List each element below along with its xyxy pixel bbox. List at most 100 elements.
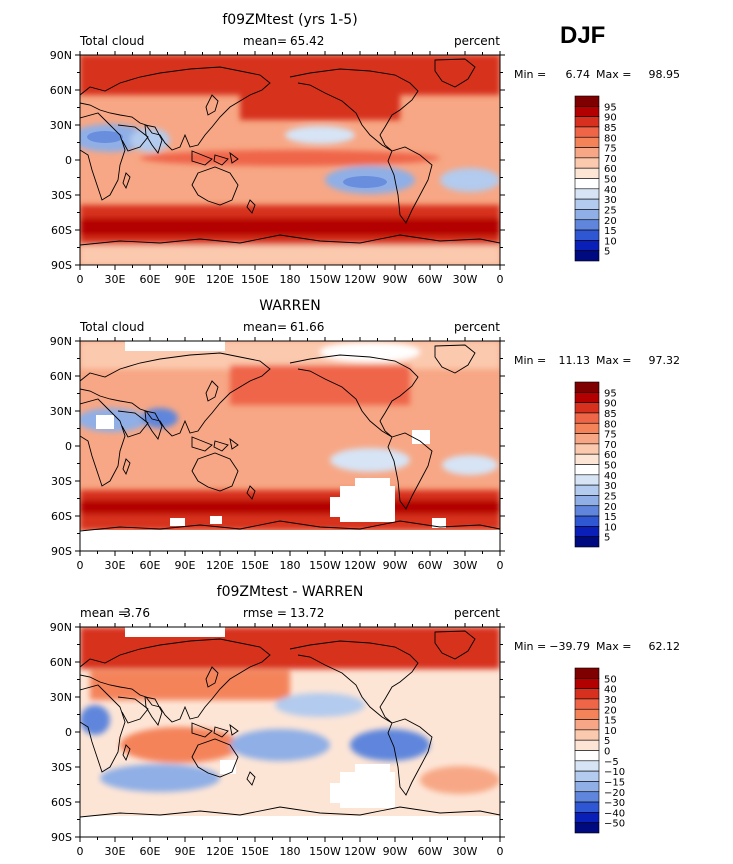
colorbar-label: 50	[604, 674, 617, 685]
sahara-negative	[80, 705, 110, 735]
map-field	[80, 55, 500, 265]
min-value: −39.79	[549, 640, 590, 653]
colorbar-box	[574, 719, 600, 731]
x-tick-label: 120E	[206, 845, 234, 858]
panel-observations: WARREN Total cloud mean= 61.66 percent	[50, 298, 680, 572]
colorbar-box	[574, 95, 600, 107]
colorbar-label: 10	[604, 522, 617, 533]
missing-cell	[355, 764, 390, 774]
y-tick-label: 30S	[51, 475, 72, 488]
x-tick-label: 120W	[344, 559, 376, 572]
x-tick-label: 30E	[105, 845, 126, 858]
y-tick-label: 90S	[51, 259, 72, 272]
colorbar-box	[574, 505, 600, 517]
x-tick-label: 60W	[418, 845, 443, 858]
x-tick-label: 90E	[175, 559, 196, 572]
colorbar-label: 90	[604, 399, 617, 410]
colorbar-box	[574, 106, 600, 117]
missing-cell	[220, 760, 236, 774]
colorbar-box	[574, 526, 600, 537]
colorbar-box	[574, 422, 600, 434]
mean-value: 61.66	[290, 320, 324, 334]
n-pacific-clear	[285, 126, 355, 144]
colorbar-box	[574, 760, 600, 772]
colorbar-label: 30	[604, 195, 617, 206]
colorbar-box	[574, 495, 600, 507]
x-tick-label: 150W	[309, 559, 341, 572]
s-atlantic-clear	[440, 168, 500, 192]
s-indian-negative	[100, 764, 220, 792]
colorbar-box	[574, 464, 600, 476]
colorbar-box	[574, 536, 600, 548]
panel-model: f09ZMtest (yrs 1-5) Total cloud mean= 65…	[50, 12, 680, 286]
y-tick-label: 0	[65, 154, 72, 167]
colorbar-box	[574, 453, 600, 465]
missing-data	[80, 341, 500, 551]
y-tick-label: 0	[65, 440, 72, 453]
units-label: percent	[454, 320, 500, 334]
colorbar-label: 15	[604, 716, 617, 727]
colorbar-label: 85	[604, 123, 617, 134]
x-tick-label: 60E	[140, 845, 161, 858]
colorbar-box	[574, 250, 600, 262]
colorbar-box	[574, 791, 600, 803]
x-tick-label: 30W	[453, 273, 478, 286]
sahara-clear-core	[87, 131, 123, 143]
missing-cell	[80, 816, 500, 837]
colorbar-label: 85	[604, 409, 617, 420]
x-tick-label: 120W	[344, 845, 376, 858]
colorbar-box	[574, 698, 600, 710]
y-ticks: 90N 60N 30N 0 30S 60S 90S	[50, 49, 505, 272]
colorbar-label: 40	[604, 185, 617, 196]
x-tick-label: 120W	[344, 273, 376, 286]
y-tick-label: 90N	[50, 621, 72, 634]
colorbar-box	[574, 678, 600, 689]
x-tick-label: 150E	[241, 559, 269, 572]
colorbar-label: 0	[604, 747, 610, 758]
missing-data	[80, 627, 500, 837]
colorbar-box	[574, 219, 600, 231]
southern-storm-core	[80, 218, 500, 236]
x-tick-label: 90W	[383, 273, 408, 286]
colorbar-box	[574, 750, 600, 762]
colorbar-box	[574, 167, 600, 179]
x-tick-label: 120E	[206, 559, 234, 572]
s-pacific-clear-core	[343, 176, 387, 188]
colorbar-label: 80	[604, 133, 617, 144]
arctic-low-cloud	[320, 342, 420, 362]
x-tick-label: 150W	[309, 273, 341, 286]
y-tick-label: 0	[65, 726, 72, 739]
rmse-label: rmse =	[243, 606, 287, 620]
max-label: Max =	[596, 640, 631, 653]
colorbar-label: −50	[604, 819, 625, 830]
colorbar-label: 70	[604, 440, 617, 451]
mean-label: mean =	[80, 606, 128, 620]
colorbar-label: 30	[604, 695, 617, 706]
colorbar-box	[574, 770, 600, 782]
y-tick-label: 90S	[51, 831, 72, 844]
missing-cell	[330, 783, 350, 803]
colorbar-label: 70	[604, 154, 617, 165]
y-tick-label: 60S	[51, 224, 72, 237]
colorbar-box	[574, 402, 600, 414]
x-tick-label: 0	[77, 273, 84, 286]
y-tick-label: 60N	[50, 656, 72, 669]
colorbar-box	[574, 739, 600, 751]
missing-cell	[210, 516, 222, 524]
colorbar-label: 15	[604, 512, 617, 523]
y-tick-label: 60N	[50, 84, 72, 97]
colorbar-box	[574, 240, 600, 251]
colorbar-label: 10	[604, 726, 617, 737]
colorbar-label: 20	[604, 216, 617, 227]
missing-cell	[355, 478, 390, 488]
colorbar-label: 75	[604, 144, 617, 155]
missing-cell	[125, 627, 225, 637]
n-pacific-negative	[275, 693, 365, 717]
s-atlantic-positive	[420, 766, 500, 794]
colorbar-box	[574, 708, 600, 720]
mean-value: 3.76	[123, 606, 150, 620]
missing-cell	[432, 518, 446, 528]
panel-difference: f09ZMtest - WARREN mean = 3.76 rmse = 13…	[50, 584, 680, 858]
